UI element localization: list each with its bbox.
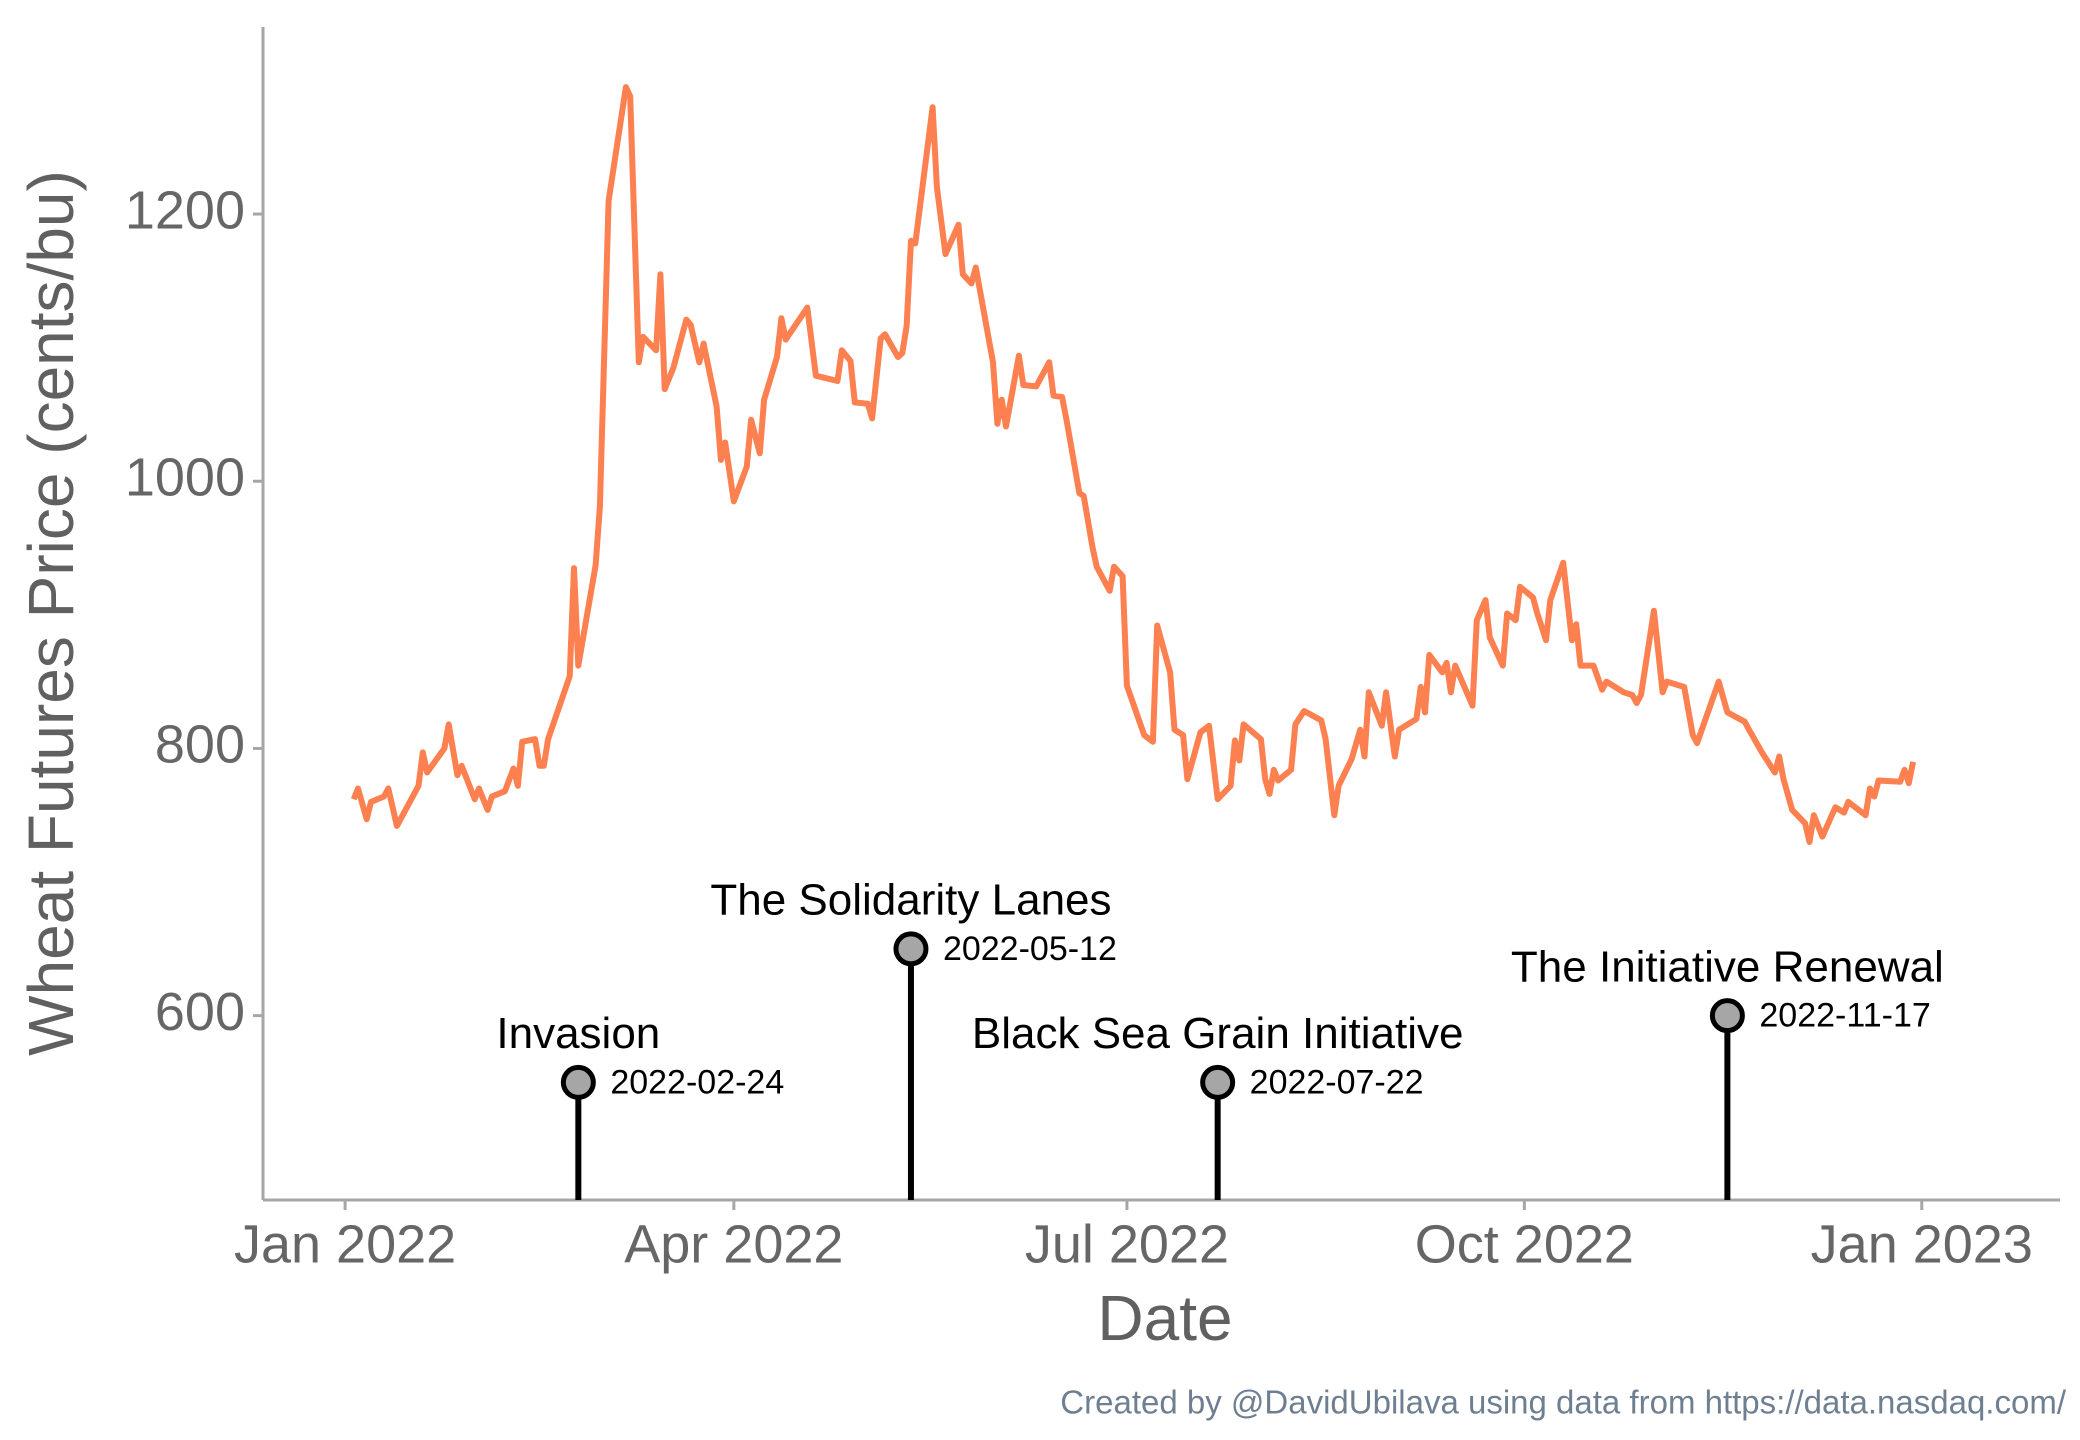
caption: Created by @DavidUbilava using data from…: [1060, 1384, 2067, 1421]
event-point: [1200, 1064, 1236, 1100]
y-tick-label: 600: [155, 982, 245, 1042]
event-date: 2022-05-12: [943, 930, 1117, 968]
y-axis-title: Wheat Futures Price (cents/bu): [15, 170, 87, 1056]
event-label: The Initiative Renewal: [1511, 942, 1944, 991]
y-tick-label: 1200: [125, 180, 245, 240]
x-tick-label: Jan 2023: [1811, 1214, 2033, 1274]
event-point: [560, 1064, 596, 1100]
event-date: 2022-07-22: [1250, 1063, 1424, 1101]
price-line: [350, 84, 1917, 845]
y-tick-label: 1000: [125, 448, 245, 508]
x-axis-title: Date: [1097, 1282, 1232, 1354]
event-date: 2022-11-17: [1759, 997, 1930, 1035]
event-label: Black Sea Grain Initiative: [972, 1009, 1464, 1058]
y-tick-label: 800: [155, 715, 245, 775]
event-label: The Solidarity Lanes: [710, 875, 1111, 924]
event-label: Invasion: [496, 1009, 660, 1058]
x-tick-label: Jul 2022: [1025, 1214, 1229, 1274]
x-tick-label: Apr 2022: [624, 1214, 843, 1274]
x-tick-label: Oct 2022: [1415, 1214, 1634, 1274]
event-point: [1709, 998, 1745, 1034]
event-date: 2022-02-24: [610, 1063, 784, 1101]
x-tick-label: Jan 2022: [234, 1214, 456, 1274]
event-point: [893, 931, 929, 967]
